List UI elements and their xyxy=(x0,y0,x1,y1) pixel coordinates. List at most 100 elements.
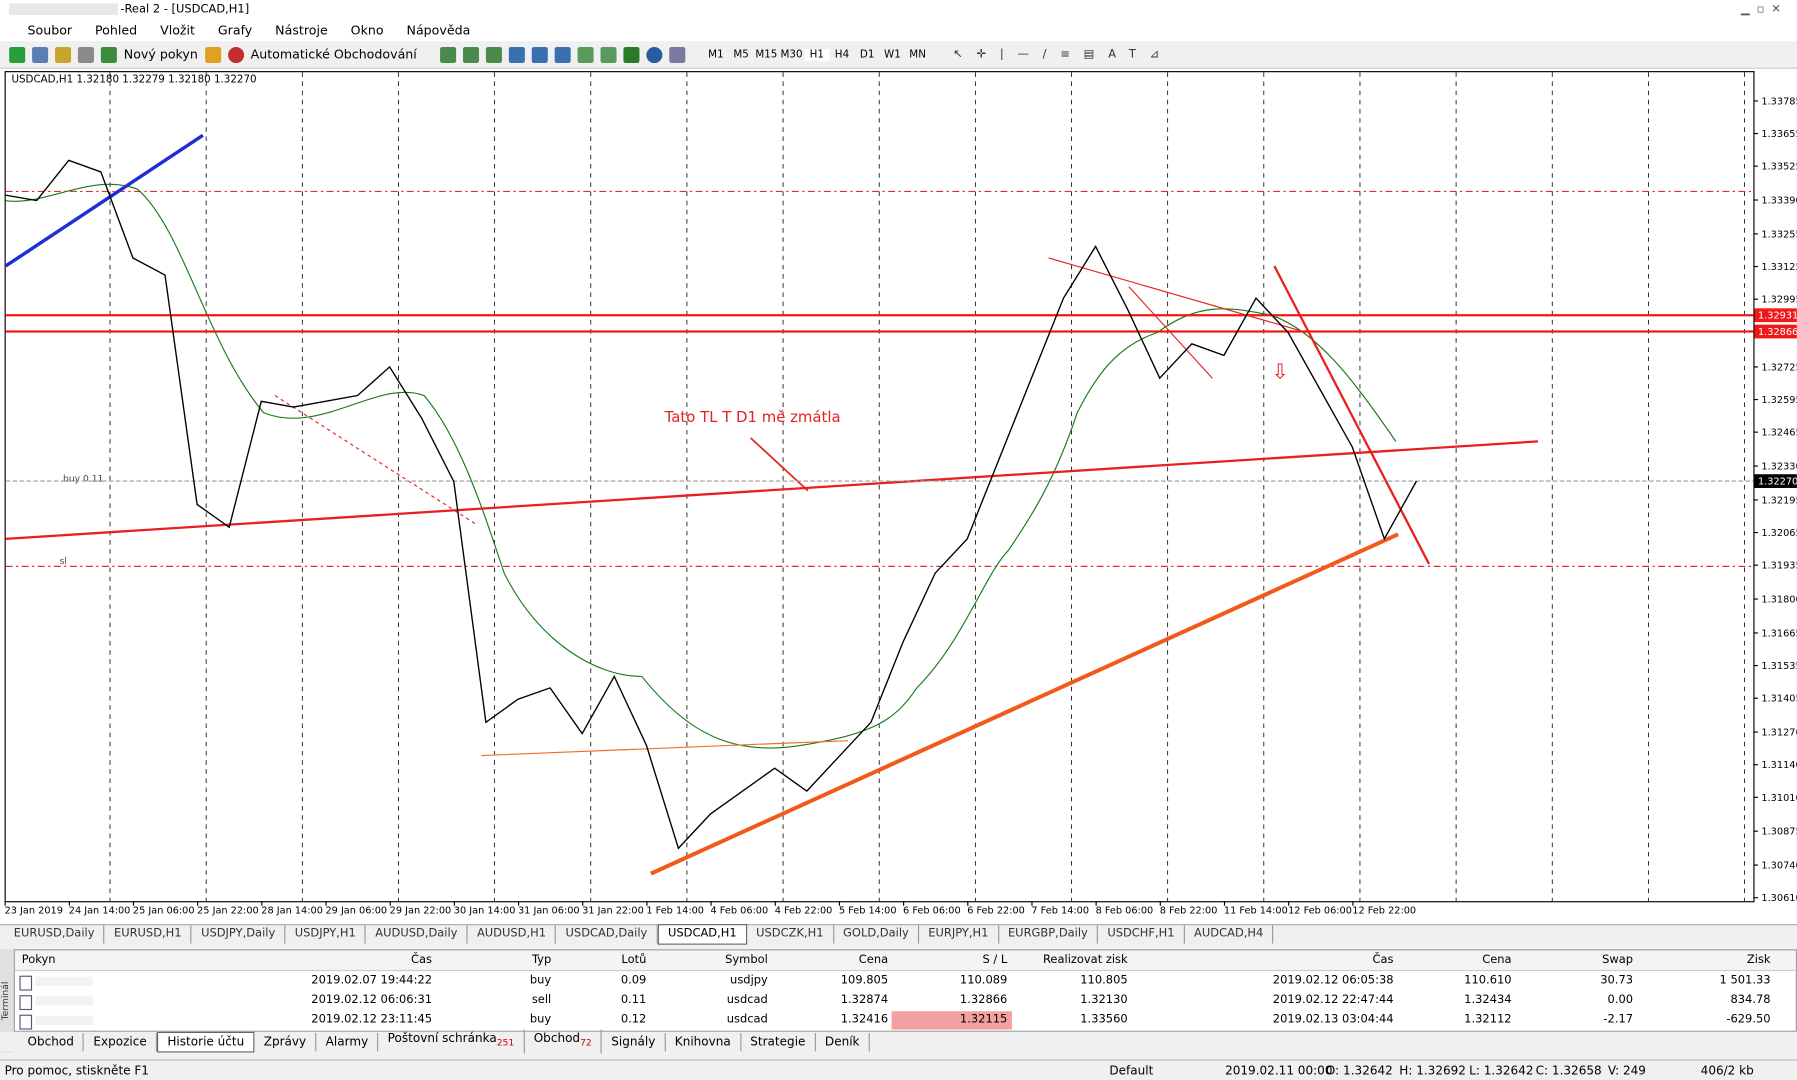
column-header[interactable]: Čas xyxy=(411,953,433,967)
table-cell: 110.610 xyxy=(1464,974,1512,988)
terminal-tab[interactable]: Signály xyxy=(602,1032,666,1051)
column-header[interactable]: Lotů xyxy=(621,953,647,967)
trendline[interactable] xyxy=(481,740,849,757)
drawing-tools[interactable]: ↖✛|—/≡▤AT⊿ xyxy=(953,48,1174,61)
table-cell: buy xyxy=(529,974,552,988)
icon[interactable] xyxy=(462,46,479,63)
trendline[interactable] xyxy=(1048,257,1307,334)
trendline[interactable] xyxy=(4,133,204,268)
y-tick-label: 1.30875 xyxy=(1761,827,1797,838)
column-header[interactable]: Typ xyxy=(531,953,552,967)
column-header[interactable]: Pokyn xyxy=(21,953,56,967)
column-header[interactable]: Realizovat zisk xyxy=(1042,953,1128,967)
symbol-tab[interactable]: EURUSD,Daily xyxy=(5,925,105,944)
tab-label: Alarmy xyxy=(325,1034,369,1049)
icon[interactable] xyxy=(623,46,640,63)
icon[interactable] xyxy=(55,46,72,63)
timeframe-button[interactable]: M1 xyxy=(708,48,724,61)
menu-item[interactable]: Nápověda xyxy=(406,22,471,38)
price-label-box xyxy=(1754,474,1797,488)
y-tick-label: 1.33390 xyxy=(1761,195,1797,206)
terminal-tab[interactable]: Deník xyxy=(816,1032,870,1051)
icon[interactable] xyxy=(508,46,525,63)
column-header[interactable]: Zisk xyxy=(1746,953,1771,967)
icon[interactable] xyxy=(531,46,548,63)
terminal-tab[interactable]: Obchod xyxy=(18,1032,85,1051)
x-tick-label: 28 Jan 14:00 xyxy=(261,906,323,917)
window-buttons[interactable]: ▁▫✕ xyxy=(1740,2,1788,16)
terminal-tab[interactable]: Expozice xyxy=(84,1032,158,1051)
icon[interactable] xyxy=(646,46,663,63)
auto-trading-button[interactable]: Automatické Obchodování xyxy=(250,47,417,62)
tab-label: Zprávy xyxy=(263,1034,307,1049)
icon[interactable] xyxy=(577,46,594,63)
trendline[interactable] xyxy=(650,532,1399,876)
symbol-tab[interactable]: GOLD,Daily xyxy=(834,925,920,944)
terminal-tab[interactable]: Zprávy xyxy=(255,1032,317,1051)
column-header[interactable]: Swap xyxy=(1602,953,1634,967)
column-header[interactable]: Čas xyxy=(1372,953,1394,967)
icon[interactable] xyxy=(100,46,117,63)
icon[interactable] xyxy=(554,46,571,63)
icon[interactable] xyxy=(439,46,456,63)
y-tick-label: 1.31270 xyxy=(1761,728,1797,739)
menu-item[interactable]: Pohled xyxy=(95,22,138,38)
menu-item[interactable]: Okno xyxy=(350,22,384,38)
symbol-tab[interactable]: AUDUSD,Daily xyxy=(366,925,468,944)
terminal-tab[interactable]: Strategie xyxy=(741,1032,816,1051)
column-header[interactable]: Symbol xyxy=(725,953,768,967)
column-header[interactable]: S / L xyxy=(982,953,1008,967)
symbol-tab[interactable]: USDJPY,H1 xyxy=(286,925,367,944)
table-cell: 1.32434 xyxy=(1464,994,1512,1007)
timeframe-button[interactable]: H1 xyxy=(804,48,830,61)
icon[interactable] xyxy=(9,46,26,63)
terminal-tab[interactable]: Historie účtu xyxy=(157,1031,255,1052)
column-header[interactable]: Cena xyxy=(1482,953,1512,967)
new-order-button[interactable]: Nový pokyn xyxy=(123,47,198,62)
table-cell: 2019.02.07 19:44:22 xyxy=(311,974,433,988)
icon[interactable] xyxy=(77,46,94,63)
terminal-tab[interactable]: Knihovna xyxy=(666,1032,742,1051)
trendline[interactable] xyxy=(5,440,1539,540)
symbol-tab[interactable]: USDCAD,Daily xyxy=(556,925,658,944)
symbol-tab[interactable]: AUDCAD,H4 xyxy=(1185,925,1274,944)
terminal-tab[interactable]: Poštovní schránka251 xyxy=(379,1030,525,1054)
icon[interactable] xyxy=(204,46,221,63)
timeframe-button[interactable]: H4 xyxy=(834,48,850,61)
icon[interactable] xyxy=(227,46,244,63)
timeframe-button[interactable]: M15 xyxy=(755,48,778,61)
menu-item[interactable]: Soubor xyxy=(27,22,73,38)
y-tick-label: 1.32195 xyxy=(1761,495,1797,506)
y-tick-label: 1.33655 xyxy=(1761,129,1797,140)
symbol-tab[interactable]: AUDUSD,H1 xyxy=(468,925,557,944)
timeframe-button[interactable]: MN xyxy=(909,48,926,61)
column-header[interactable]: Cena xyxy=(858,953,889,967)
menu-item[interactable]: Nástroje xyxy=(275,22,328,38)
symbol-tab[interactable]: USDCHF,H1 xyxy=(1098,925,1185,944)
symbol-tab[interactable]: EURUSD,H1 xyxy=(105,925,192,944)
menu-item[interactable]: Grafy xyxy=(217,22,253,38)
chart-background xyxy=(0,68,1797,925)
menu-item[interactable]: Vložit xyxy=(160,22,195,38)
icon[interactable] xyxy=(668,46,685,63)
symbol-tab[interactable]: EURGBP,Daily xyxy=(999,925,1099,944)
icon[interactable] xyxy=(32,46,49,63)
y-tick-label: 1.31140 xyxy=(1761,760,1797,771)
tab-label: Signály xyxy=(611,1034,656,1049)
icon[interactable] xyxy=(485,46,502,63)
symbol-tab[interactable]: USDCAD,H1 xyxy=(657,924,747,945)
timeframe-button[interactable]: M5 xyxy=(733,48,749,61)
table-cell: usdcad xyxy=(726,1013,768,1027)
terminal-tab[interactable]: Alarmy xyxy=(316,1032,379,1051)
table-cell: 1.32112 xyxy=(1464,1013,1512,1027)
terminal-tab[interactable]: Obchod72 xyxy=(525,1030,603,1054)
timeframe-button[interactable]: W1 xyxy=(884,48,901,61)
timeframe-button[interactable]: D1 xyxy=(859,48,875,61)
y-tick-label: 1.31665 xyxy=(1761,628,1797,639)
icon[interactable] xyxy=(600,46,617,63)
x-tick-label: 29 Jan 22:00 xyxy=(390,906,452,917)
timeframe-button[interactable]: M30 xyxy=(780,48,803,61)
symbol-tab[interactable]: USDCZK,H1 xyxy=(747,925,834,944)
symbol-tab[interactable]: EURJPY,H1 xyxy=(919,925,999,944)
symbol-tab[interactable]: USDJPY,Daily xyxy=(192,925,286,944)
